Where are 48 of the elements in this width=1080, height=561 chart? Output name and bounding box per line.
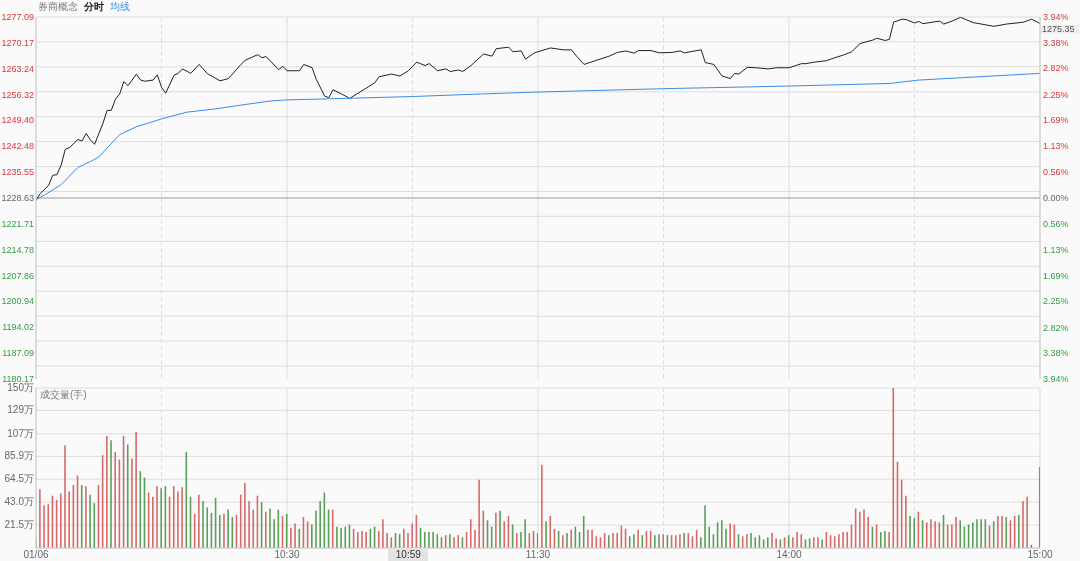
chart-title: 成交量(手) bbox=[40, 389, 87, 401]
y-tick-label: 64.5万 bbox=[4, 473, 34, 485]
y2-tick-label: 0.00% bbox=[1043, 193, 1069, 203]
y-tick-label: 1207.86 bbox=[1, 270, 34, 281]
y2-tick-label: 0.56% bbox=[1043, 167, 1069, 178]
y2-tick-label: 2.25% bbox=[1043, 296, 1069, 307]
y-tick-label: 129万 bbox=[7, 404, 34, 416]
y-tick-label: 85.9万 bbox=[4, 450, 34, 462]
x-tick-label: 15:00 bbox=[1027, 549, 1053, 561]
y2-tick-label: 1.69% bbox=[1043, 270, 1069, 281]
x-tick-label: 11:30 bbox=[525, 549, 551, 561]
y2-tick-label: 1.13% bbox=[1043, 244, 1069, 255]
y2-tick-label: 2.25% bbox=[1043, 89, 1069, 100]
y-tick-label: 1263.24 bbox=[1, 63, 34, 74]
x-tick-label: 01/06 bbox=[23, 549, 49, 561]
y-tick-label: 43.0万 bbox=[4, 496, 34, 508]
y-tick-label: 1277.09 bbox=[1, 12, 34, 22]
y-tick-label: 1249.40 bbox=[1, 115, 34, 126]
y-tick-label: 1242.48 bbox=[1, 141, 34, 152]
y-tick-label: 1235.55 bbox=[1, 167, 34, 178]
y2-tick-label: 2.82% bbox=[1043, 63, 1069, 74]
y-tick-label: 107万 bbox=[7, 427, 34, 439]
x-tick-label: 14:00 bbox=[776, 549, 802, 561]
y2-tick-label: 3.38% bbox=[1043, 37, 1069, 48]
y-tick-label: 150万 bbox=[7, 382, 34, 393]
y2-tick-label: 2.82% bbox=[1043, 322, 1069, 333]
y-tick-label: 1228.63 bbox=[1, 193, 34, 203]
y2-tick-label: 0.56% bbox=[1043, 218, 1069, 229]
y-tick-label: 1221.71 bbox=[1, 218, 34, 229]
y-tick-label: 1214.78 bbox=[1, 244, 34, 255]
text: 均线 bbox=[110, 1, 130, 12]
y2-tick-label: 1.13% bbox=[1043, 141, 1069, 152]
y2-tick-label: 3.94% bbox=[1043, 12, 1069, 22]
y-tick-label: 1180.17 bbox=[2, 374, 34, 384]
annotation: 10:59 bbox=[388, 548, 429, 561]
y-tick-label: 1256.32 bbox=[1, 89, 34, 100]
x-tick-label: 10:30 bbox=[274, 549, 300, 561]
y-tick-label: 1270.17 bbox=[1, 37, 34, 48]
chart-title: 券商概念 bbox=[38, 1, 78, 12]
y2-tick-label: 1.69% bbox=[1043, 115, 1069, 126]
y-tick-label: 21.5万 bbox=[4, 519, 34, 531]
y2-tick-label: 3.38% bbox=[1043, 348, 1069, 359]
y-tick-label: 1187.09 bbox=[2, 348, 34, 359]
y-tick-label: 1200.94 bbox=[1, 296, 34, 307]
annotation: 1275.35 bbox=[1041, 23, 1079, 34]
y-tick-label: 1194.02 bbox=[2, 322, 34, 333]
text: 分时 bbox=[84, 1, 104, 12]
y2-tick-label: 3.94% bbox=[1043, 374, 1069, 384]
